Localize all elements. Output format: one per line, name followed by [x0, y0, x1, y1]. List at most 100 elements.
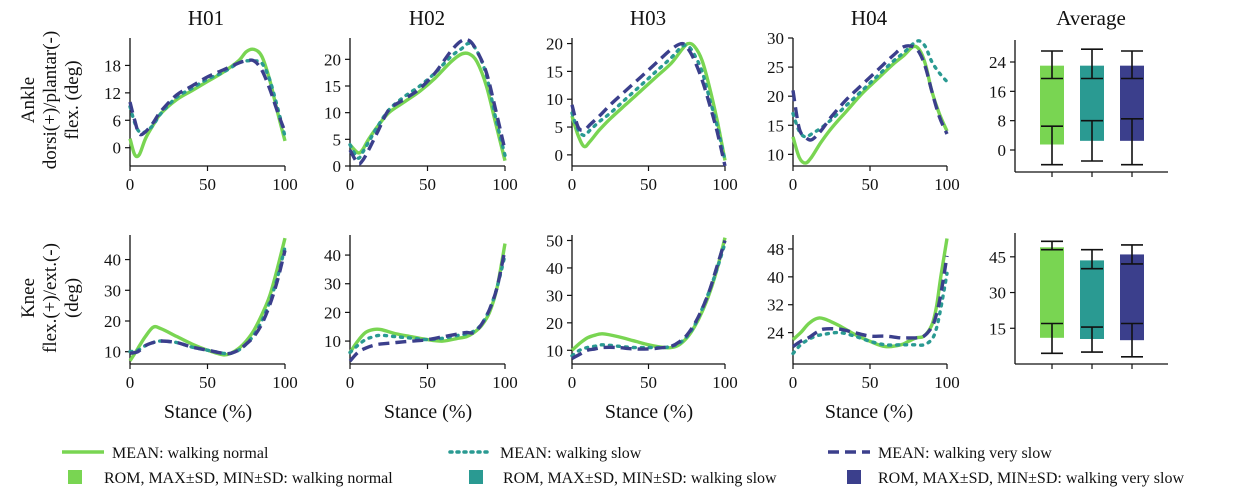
x-tick-label-knee-h01: 0	[126, 373, 135, 392]
mean-line-walking-normal-ankle-h04	[791, 44, 949, 165]
ankle-row-label-line3: flex. (deg)	[62, 60, 83, 139]
x-tick-label-ankle-h04: 0	[789, 175, 798, 194]
mean-line-walking-very-slow-ankle-h01	[128, 58, 287, 137]
y-tick-label-ankle-h02: 20	[324, 50, 341, 69]
x-tick-label-knee-h02: 50	[419, 373, 436, 392]
legend-label-mean-walking-very-slow: MEAN: walking very slow	[878, 445, 1052, 462]
legend-swatch-walking-normal	[68, 470, 82, 484]
panel-knee-h01: 10 20 30 40 0 50 100	[104, 235, 298, 392]
mean-line-walking-slow-ankle-h03	[570, 43, 727, 163]
x-tick-label-knee-h01: 100	[272, 373, 298, 392]
column-title-h02: H02	[409, 6, 445, 30]
y-tick-label-ankle-h02: 10	[324, 104, 341, 123]
ankle-row-label-line2: dorsi(+)/plantar(-)	[40, 31, 61, 169]
x-tick-label-ankle-h02: 0	[346, 175, 355, 194]
knee-row-label-line2: flex.(+)/ext.(-)	[40, 243, 61, 353]
x-tick-label-knee-h02: 0	[346, 373, 355, 392]
y-tick-label-ankle-h02: 0	[333, 157, 342, 176]
x-tick-label-ankle-h02: 100	[492, 175, 518, 194]
knee-row-label-line1: Knee	[18, 278, 39, 318]
y-tick-label-knee-h03: 20	[546, 314, 563, 333]
y-tick-label-ankle-h04: 15	[767, 116, 784, 135]
panel-knee-h03: 10 20 30 40 50 0 50 100	[546, 231, 738, 392]
panel-ankle-h02: 0 5 10 15 20 0 50 100	[324, 37, 518, 194]
x-tick-label-ankle-h04: 100	[934, 175, 960, 194]
y-tick-label-ankle-average: 0	[998, 141, 1007, 160]
x-tick-label-ankle-h02: 50	[419, 175, 436, 194]
rom-bar-walking-slow-knee-average	[1080, 260, 1104, 339]
y-tick-label-knee-average: 45	[989, 248, 1006, 267]
ankle-row-label-line1: Ankle	[18, 77, 39, 123]
mean-line-walking-normal-ankle-h01	[128, 47, 287, 159]
x-tick-label-knee-h03: 50	[640, 373, 657, 392]
y-tick-label-ankle-h03: 10	[546, 90, 563, 109]
knee-row-label-line3: (deg)	[62, 278, 83, 318]
mean-line-walking-normal-knee-h04	[791, 238, 949, 349]
column-title-average: Average	[1056, 6, 1126, 30]
legend-swatch-walking-very-slow	[847, 470, 861, 484]
y-tick-label-knee-h02: 40	[324, 246, 341, 265]
ankle-row-label: Ankle dorsi(+)/plantar(-) flex. (deg)	[18, 31, 83, 169]
mean-line-walking-slow-ankle-h04	[791, 39, 949, 139]
x-tick-label-knee-h03: 0	[568, 373, 577, 392]
mean-line-walking-normal-knee-h02	[348, 243, 507, 354]
x-tick-label-knee-h01: 50	[199, 373, 216, 392]
y-tick-label-ankle-h01: 12	[104, 84, 121, 103]
y-tick-label-ankle-h04: 20	[767, 87, 784, 106]
legend: MEAN: walking normal MEAN: walking slow …	[62, 445, 1184, 487]
y-tick-label-knee-h03: 10	[546, 341, 563, 360]
y-tick-label-knee-h01: 20	[104, 312, 121, 331]
x-tick-label-ankle-h03: 100	[712, 175, 738, 194]
y-tick-label-knee-h02: 30	[324, 275, 341, 294]
y-tick-label-ankle-h01: 18	[104, 56, 121, 75]
y-tick-label-ankle-h04: 30	[767, 29, 784, 48]
x-tick-label-ankle-h01: 100	[272, 175, 298, 194]
y-tick-label-ankle-average: 24	[989, 53, 1007, 72]
column-title-h04: H04	[851, 6, 888, 30]
panel-knee-average: 15 30 45	[989, 233, 1168, 369]
y-tick-label-knee-h04: 40	[767, 268, 784, 287]
y-tick-label-ankle-h01: 0	[113, 139, 122, 158]
x-tick-label-ankle-h04: 50	[862, 175, 879, 194]
x-label-h04: Stance (%)	[825, 401, 913, 423]
y-tick-label-knee-h03: 30	[546, 286, 563, 305]
mean-line-walking-slow-knee-h03	[570, 241, 727, 358]
y-tick-label-ankle-average: 8	[998, 112, 1007, 131]
y-tick-label-knee-h02: 10	[324, 332, 341, 351]
y-tick-label-ankle-h02: 5	[333, 130, 342, 149]
y-tick-label-knee-average: 30	[989, 284, 1006, 303]
x-tick-label-ankle-h01: 50	[199, 175, 216, 194]
mean-line-walking-very-slow-knee-h02	[348, 248, 507, 363]
mean-line-walking-very-slow-knee-h03	[571, 239, 727, 360]
legend-swatch-walking-slow	[469, 470, 483, 484]
x-tick-label-knee-h02: 100	[492, 373, 518, 392]
panel-knee-h02: 10 20 30 40 0 50 100	[324, 235, 518, 392]
x-label-h02: Stance (%)	[384, 401, 472, 423]
y-tick-label-ankle-h04: 10	[767, 145, 784, 164]
column-title-h01: H01	[188, 6, 224, 30]
y-tick-label-knee-h02: 20	[324, 303, 341, 322]
legend-label-mean-walking-normal: MEAN: walking normal	[112, 445, 269, 462]
panel-ankle-h03: 0 5 10 15 20 0 50 100	[546, 35, 738, 194]
mean-line-walking-slow-knee-h04	[791, 271, 949, 356]
y-tick-label-ankle-h03: 0	[555, 146, 564, 165]
y-tick-label-knee-h04: 32	[767, 296, 784, 315]
knee-row-label: Knee flex.(+)/ext.(-) (deg)	[18, 243, 83, 353]
x-label-h01: Stance (%)	[164, 401, 252, 423]
y-tick-label-ankle-h03: 20	[546, 35, 563, 54]
panel-ankle-h01: 0 6 12 18 0 50 100	[104, 38, 298, 194]
y-tick-label-knee-h01: 40	[104, 251, 121, 270]
y-tick-label-knee-h04: 48	[767, 240, 784, 259]
y-tick-label-knee-h04: 24	[767, 324, 785, 343]
mean-line-walking-very-slow-ankle-h02	[348, 37, 507, 166]
column-titles: H01 H02 H03 H04 Average	[188, 6, 1126, 30]
y-tick-label-knee-h03: 50	[546, 231, 563, 250]
mean-line-walking-very-slow-knee-h01	[129, 249, 287, 356]
y-tick-label-ankle-h01: 6	[113, 111, 122, 130]
y-tick-label-ankle-h02: 15	[324, 77, 341, 96]
x-tick-label-ankle-h03: 0	[568, 175, 577, 194]
mean-line-walking-very-slow-ankle-h03	[570, 41, 727, 167]
x-tick-label-knee-h04: 50	[862, 373, 879, 392]
